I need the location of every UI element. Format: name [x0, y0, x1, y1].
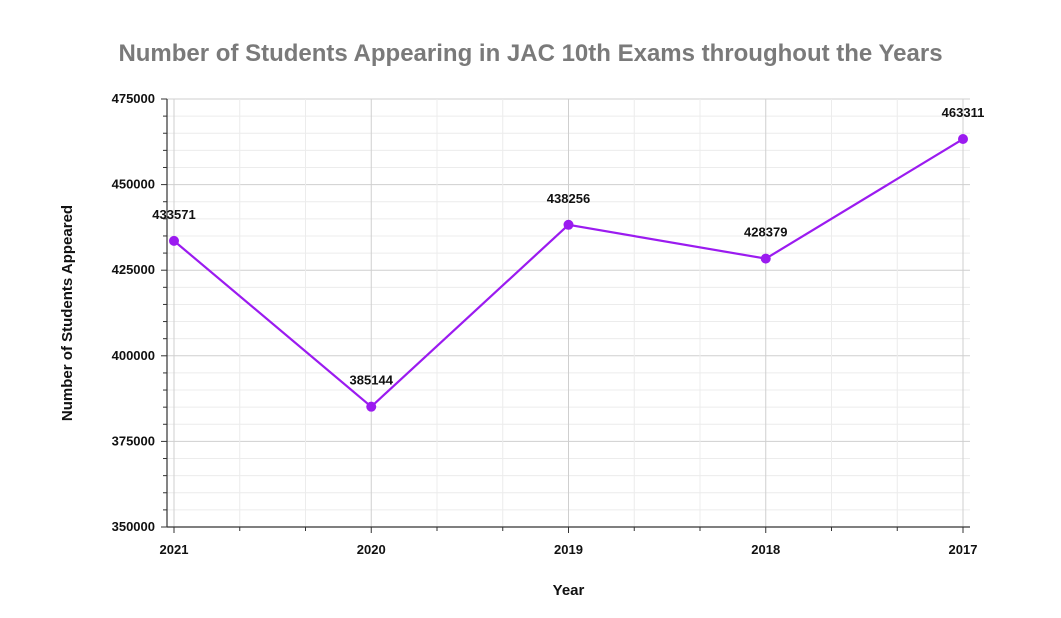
- y-tick-label: 425000: [112, 262, 155, 277]
- grid-lines: [167, 98, 970, 528]
- y-axis-label: Number of Students Appeared: [59, 205, 76, 421]
- data-label: 385144: [350, 373, 394, 388]
- data-point[interactable]: [760, 253, 771, 264]
- chart-title: Number of Students Appearing in JAC 10th…: [118, 40, 943, 67]
- data-point[interactable]: [563, 219, 574, 230]
- x-axis-ticks: 2021 2020 2019 2018 2017: [160, 542, 978, 557]
- data-label: 438256: [547, 191, 590, 206]
- data-point[interactable]: [958, 134, 968, 145]
- data-labels: 433571 385144 438256 428379 463311: [152, 105, 984, 388]
- x-axis-label: Year: [553, 582, 585, 599]
- data-point[interactable]: [366, 401, 377, 412]
- y-axis-ticks: 350000 375000 400000 425000 450000 475000: [112, 91, 155, 534]
- data-label: 428379: [744, 225, 787, 240]
- y-tick-label: 450000: [112, 177, 155, 192]
- x-tick-label: 2019: [554, 542, 583, 557]
- axes: [161, 98, 970, 533]
- x-tick-label: 2018: [751, 542, 780, 557]
- x-tick-label: 2017: [949, 542, 978, 557]
- series: [169, 134, 968, 412]
- y-tick-label: 475000: [112, 91, 155, 106]
- y-tick-label: 375000: [112, 433, 155, 448]
- y-tick-label: 400000: [112, 348, 155, 363]
- data-point[interactable]: [169, 235, 179, 246]
- data-label: 463311: [942, 105, 985, 120]
- x-tick-label: 2021: [160, 542, 189, 557]
- y-tick-label: 350000: [112, 519, 155, 534]
- data-label: 433571: [152, 207, 195, 222]
- x-tick-label: 2020: [357, 542, 386, 557]
